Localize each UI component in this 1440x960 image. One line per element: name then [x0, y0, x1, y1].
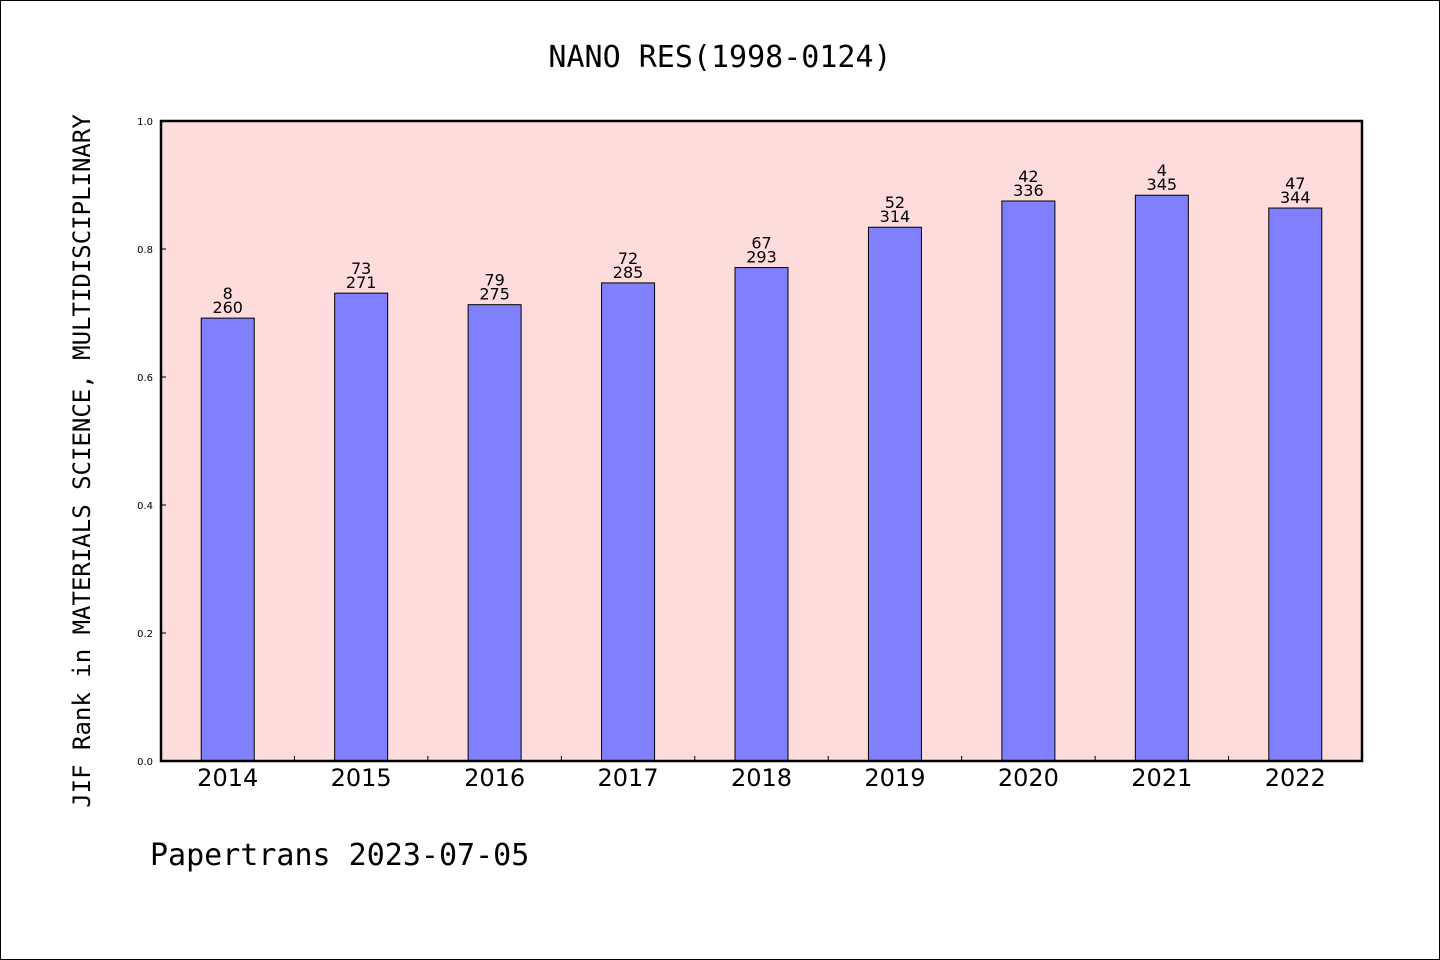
data-label-total: 345 [1147, 175, 1178, 194]
data-label-total: 271 [346, 273, 377, 292]
bar-2015 [334, 292, 389, 762]
bars-group [200, 194, 1323, 762]
x-tick-label: 2016 [464, 764, 525, 792]
y-tick-label: 0.4 [137, 501, 153, 512]
chart-title: NANO RES(1998-0124) [548, 40, 891, 75]
x-tick-label: 2018 [731, 764, 792, 792]
bar-2021 [1134, 194, 1189, 762]
footer-text: Papertrans 2023-07-05 [150, 838, 529, 873]
bar-2018 [734, 267, 789, 762]
bar-2022 [1268, 207, 1323, 762]
data-label-total: 293 [746, 248, 777, 267]
data-label-total: 275 [479, 285, 510, 304]
y-tick-label: 1.0 [137, 117, 153, 128]
bar-2019 [867, 226, 922, 762]
plot-border [159, 119, 1364, 763]
y-tick-label: 0.8 [137, 245, 153, 256]
x-tick-label: 2021 [1131, 764, 1192, 792]
data-label-rank: 79 [484, 271, 504, 290]
data-label-total: 336 [1013, 181, 1044, 200]
data-label-total: 314 [880, 207, 911, 226]
y-tick-label: 0.6 [137, 373, 153, 384]
y-tick-label: 0.2 [137, 629, 153, 640]
data-label-rank: 73 [351, 259, 371, 278]
x-tick-label: 2017 [598, 764, 659, 792]
data-label-rank: 42 [1018, 167, 1038, 186]
x-tick-label: 2022 [1265, 764, 1326, 792]
x-tick-label: 2019 [864, 764, 925, 792]
data-label-rank: 72 [618, 249, 638, 268]
data-label-total: 285 [613, 263, 644, 282]
y-tick-label: 0.0 [137, 757, 153, 768]
x-tick-label: 2020 [998, 764, 1059, 792]
data-label-rank: 67 [751, 234, 771, 253]
data-label-rank: 4 [1157, 161, 1167, 180]
x-tick-label: 2014 [197, 764, 258, 792]
bar-2020 [1001, 200, 1056, 762]
y-axis-label: JIF Rank in MATERIALS SCIENCE, MULTIDISC… [68, 114, 96, 808]
bar-2016 [467, 304, 522, 762]
bar-2017 [601, 282, 656, 762]
data-label-total: 344 [1280, 188, 1311, 207]
data-label-rank: 8 [223, 284, 233, 303]
bar-2014 [200, 317, 255, 762]
data-label-rank: 47 [1285, 174, 1305, 193]
data-label-rank: 52 [885, 193, 905, 212]
x-tick-label: 2015 [331, 764, 392, 792]
data-label-total: 260 [212, 298, 243, 317]
